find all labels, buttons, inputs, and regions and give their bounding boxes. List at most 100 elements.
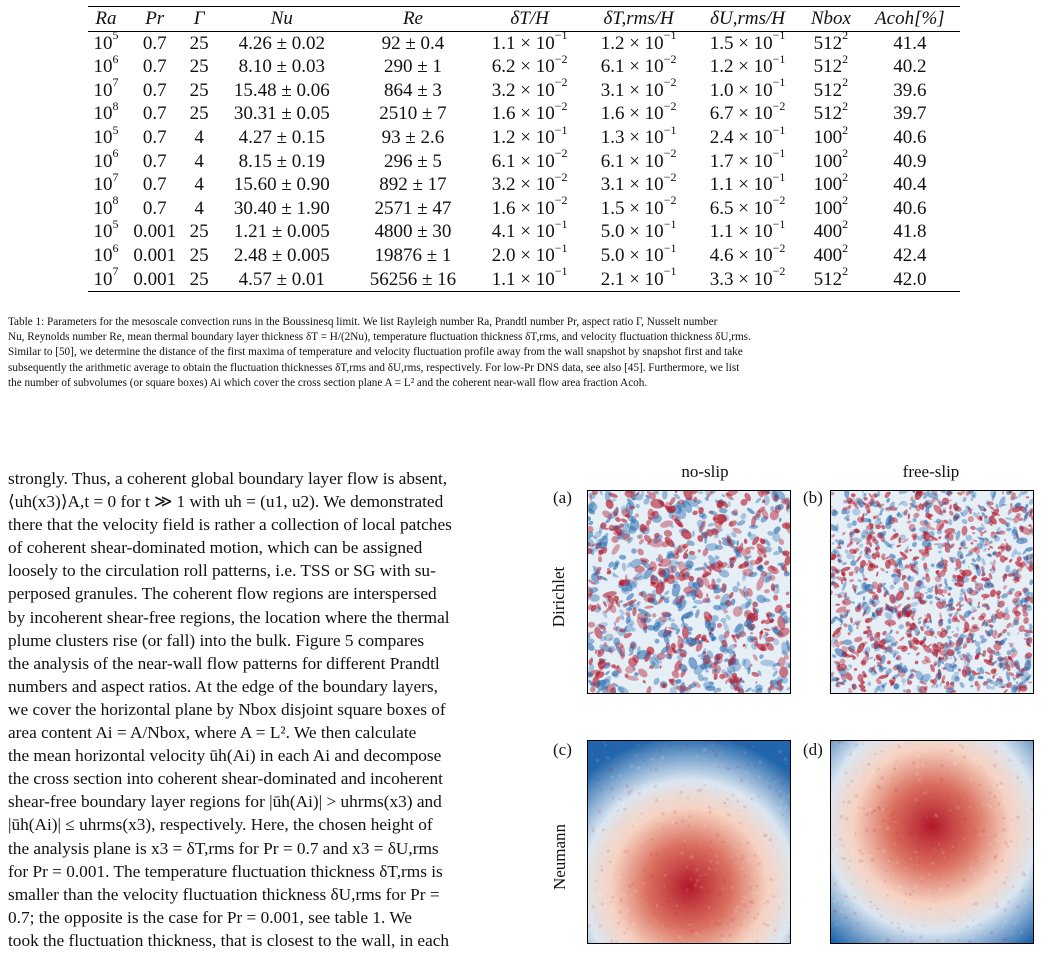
table-caption: Table 1: Parameters for the mesoscale co… — [8, 315, 1046, 391]
table-cell: 6.5 × 10−2 — [709, 193, 786, 219]
table-cell: 6.7 × 10−2 — [709, 99, 786, 125]
body-line: for Pr = 0.001. The temperature fluctuat… — [8, 861, 443, 881]
table-row: 108 0.7 25 30.31 ± 0.05 2510 ± 7 1.6 × 10−2 1.… — [88, 99, 960, 126]
table-cell: 1.1 × 10−1 — [709, 169, 786, 196]
table-cell: 1.3 × 10−1 — [600, 122, 677, 148]
table-cell: 25 — [189, 244, 209, 266]
table-cell: 4.26 ± 0.02 — [238, 32, 325, 54]
figure-panels: no-slip free-slip Dirichlet Neumann (a) … — [545, 462, 1045, 967]
table-cell: 1.1 × 10−1 — [709, 217, 786, 243]
body-line: |ūh(Ai)| ≤ uhrms(x3), respectively. Here… — [8, 815, 433, 835]
row-title-neumann: Neumann — [550, 823, 570, 891]
table-cell: 25 — [189, 79, 209, 101]
table-cell: 2571 ± 47 — [374, 197, 452, 219]
table-cell: 1.2 × 10−1 — [600, 28, 677, 54]
table-cell: 107 — [93, 75, 119, 101]
table-cell: 1.6 × 10−2 — [491, 193, 568, 219]
table-cell: 105 — [93, 217, 119, 243]
table-cell: 1.7 × 10−1 — [709, 146, 786, 172]
table-cell: 864 ± 3 — [384, 79, 442, 101]
body-line: of coherent shear-dominated motion, whic… — [8, 538, 423, 558]
body-line: ⟨uh(x3)⟩A,t = 0 for t ≫ 1 with uh = (u1,… — [8, 492, 444, 512]
table-cell: 0.7 — [142, 32, 167, 54]
table-cell: 4002 — [813, 217, 849, 243]
table-cell: 2.1 × 10−1 — [600, 264, 677, 290]
table-cell: 39.6 — [893, 79, 927, 101]
table-cell: 92 ± 0.4 — [381, 32, 445, 54]
body-paragraph: strongly. Thus, a coherent global bounda… — [8, 467, 514, 952]
table-cell: 30.40 ± 1.90 — [233, 197, 330, 219]
table-cell: 106 — [93, 51, 119, 78]
col-header-nu: Nu — [270, 8, 293, 29]
table-cell: 290 ± 1 — [384, 56, 442, 78]
panel-label-c: (c) — [553, 740, 572, 759]
panel-a-dirichlet-no-slip-map — [587, 490, 791, 694]
table-cell: 40.6 — [893, 126, 927, 148]
body-line: strongly. Thus, a coherent global bounda… — [8, 469, 448, 488]
panel-b-dirichlet-free-slip-map — [830, 490, 1034, 694]
table-cell: 40.4 — [893, 174, 927, 196]
table-cell: 42.4 — [893, 244, 927, 266]
table-cell: 56256 ± 16 — [369, 268, 457, 290]
table-cell: 296 ± 5 — [384, 150, 442, 172]
table-cell: 39.7 — [893, 103, 927, 125]
body-line: shear-free boundary layer regions for |ū… — [8, 792, 442, 812]
table-cell: 40.2 — [893, 56, 927, 78]
table-cell: 1.0 × 10−1 — [709, 75, 786, 101]
table-row: 108 0.7 4 30.40 ± 1.90 2571 ± 47 1.6 × 10−2 1.… — [88, 193, 960, 221]
table-cell: 25 — [189, 32, 209, 54]
col-header-acoh: Acoh[%] — [875, 8, 945, 29]
col-header-gamma: Γ — [193, 8, 205, 29]
body-line: there that the velocity field is rather … — [8, 515, 452, 535]
table-cell: 1.2 × 10−1 — [709, 51, 786, 78]
table-cell: 4.6 × 10−2 — [709, 240, 786, 266]
table-cell: 1.1 × 10−1 — [491, 264, 568, 290]
table-cell: 5.0 × 10−1 — [600, 240, 677, 266]
table-cell: 5122 — [813, 99, 849, 125]
table-cell: 40.6 — [893, 197, 927, 219]
table-cell: 2510 ± 7 — [379, 103, 447, 125]
body-line: perposed granules. The coherent flow reg… — [8, 584, 437, 604]
table-cell: 108 — [93, 99, 119, 125]
table-cell: 4.57 ± 0.01 — [238, 268, 325, 290]
table-cell: 1.6 × 10−2 — [600, 99, 677, 125]
table-cell: 107 — [93, 264, 119, 290]
table-cell: 93 ± 2.6 — [381, 126, 445, 148]
row-title-dirichlet: Dirichlet — [549, 566, 569, 628]
table-body: 105 0.7 25 4.26 ± 0.02 92 ± 0.4 1.1 × 10−1 1.2… — [88, 28, 960, 292]
panel-d-neumann-free-slip-map — [830, 740, 1034, 944]
table-cell: 15.60 ± 0.90 — [233, 174, 330, 196]
table-header-row: Ra Pr Γ Nu Re δT/H δT,rms/H δU,rms/H Nbo… — [88, 6, 960, 32]
table-cell: 0.001 — [133, 268, 177, 290]
table-cell: 0.7 — [142, 103, 167, 125]
table-row: 107 0.7 4 15.60 ± 0.90 892 ± 17 3.2 × 10−2 3.1… — [88, 169, 960, 197]
caption-line: Nu, Reynolds number Re, mean thermal bou… — [8, 331, 751, 344]
table-cell: 106 — [93, 146, 119, 172]
body-line: the analysis of the near-wall flow patte… — [8, 653, 440, 673]
panel-label-d: (d) — [803, 740, 823, 759]
column-title-no-slip: no-slip — [681, 462, 729, 481]
table-cell: 3.2 × 10−2 — [491, 169, 568, 196]
table-row: 105 0.7 25 4.26 ± 0.02 92 ± 0.4 1.1 × 10−1 1.2… — [88, 28, 960, 55]
col-header-delta-t: δT/H — [510, 8, 549, 29]
table-cell: 1.1 × 10−1 — [491, 28, 568, 54]
column-title-free-slip: free-slip — [902, 462, 960, 481]
table-cell: 5122 — [813, 28, 849, 54]
panel-label-a: (a) — [553, 488, 572, 507]
col-header-pr: Pr — [145, 8, 165, 29]
table-cell: 106 — [93, 240, 119, 266]
table-row: 107 0.001 25 4.57 ± 0.01 56256 ± 16 1.1 × 10−… — [88, 264, 960, 292]
table-cell: 5122 — [813, 75, 849, 101]
col-header-re: Re — [402, 8, 423, 29]
table-cell: 0.7 — [142, 174, 167, 196]
table-cell: 19876 ± 1 — [374, 244, 452, 266]
table-row: 105 0.001 25 1.21 ± 0.005 4800 ± 30 4.1 × 10−… — [88, 217, 960, 244]
table-cell: 1.2 × 10−1 — [491, 122, 568, 148]
table-cell: 1.6 × 10−2 — [491, 99, 568, 125]
table-cell: 3.3 × 10−2 — [709, 264, 786, 290]
body-line: 0.7; the opposite is the case for Pr = 0… — [8, 907, 412, 927]
table-cell: 2.48 ± 0.005 — [233, 244, 330, 266]
table-cell: 3.1 × 10−2 — [600, 169, 677, 196]
table-cell: 15.48 ± 0.06 — [233, 79, 330, 101]
caption-line: Table 1: Parameters for the mesoscale co… — [8, 316, 718, 328]
